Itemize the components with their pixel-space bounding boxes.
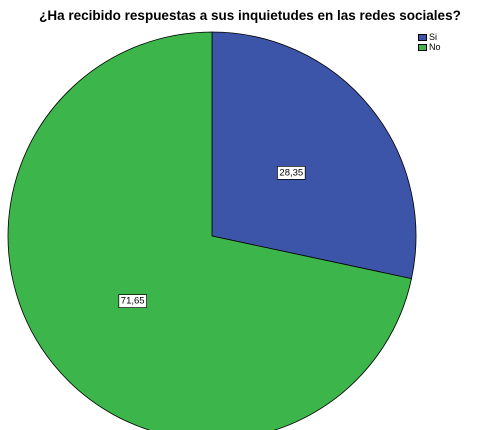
pie-slice-no — [7, 31, 412, 430]
legend-swatch-no — [418, 43, 427, 51]
legend-item-no: No — [418, 42, 441, 52]
svg-text:28,35: 28,35 — [279, 167, 303, 178]
svg-text:71,65: 71,65 — [121, 296, 145, 307]
chart-title: ¿Ha recibido respuestas a sus inquietude… — [39, 8, 461, 23]
legend: Si No — [418, 32, 441, 52]
legend-label-si: Si — [429, 32, 438, 42]
legend-swatch-si — [418, 33, 427, 41]
data-label-si: 28,35 — [277, 166, 306, 180]
legend-item-si: Si — [418, 32, 441, 42]
pie-slice-si — [211, 31, 417, 280]
legend-label-no: No — [429, 42, 441, 52]
data-label-no: 71,65 — [118, 294, 147, 308]
